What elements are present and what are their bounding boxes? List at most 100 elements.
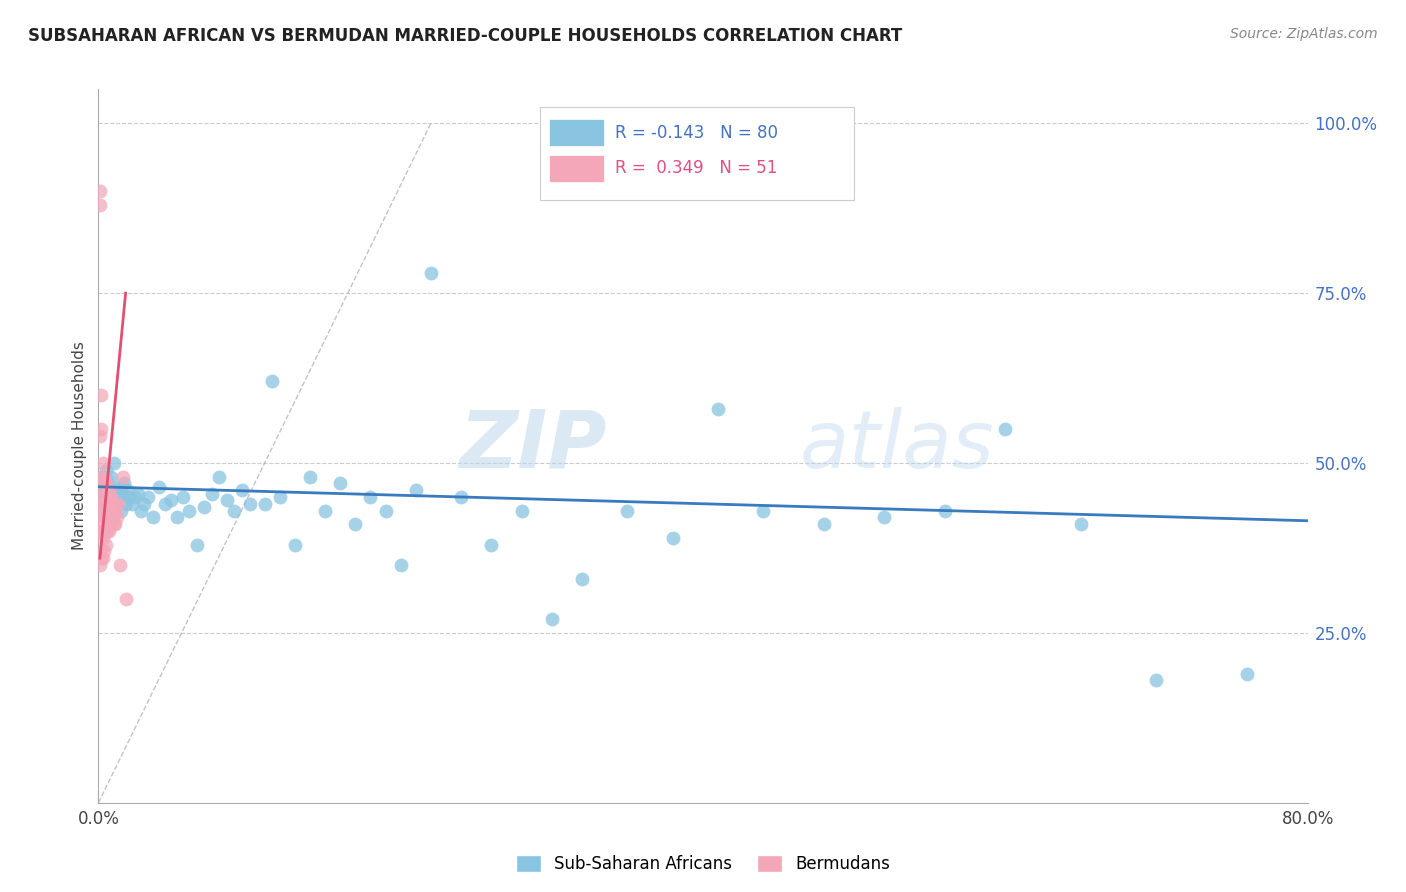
Point xyxy=(105,510,128,524)
FancyBboxPatch shape xyxy=(550,120,603,146)
Point xyxy=(98,483,121,498)
Point xyxy=(100,503,122,517)
Point xyxy=(91,517,114,532)
Point xyxy=(284,537,307,551)
Point xyxy=(96,490,118,504)
Point xyxy=(101,490,124,504)
Point xyxy=(104,483,127,498)
Point xyxy=(91,490,114,504)
Point xyxy=(166,510,188,524)
Point xyxy=(153,497,176,511)
Point xyxy=(90,551,112,566)
Point xyxy=(873,510,896,524)
Point xyxy=(98,493,121,508)
Point xyxy=(114,591,136,606)
Point xyxy=(344,517,367,532)
FancyBboxPatch shape xyxy=(550,155,603,182)
Point xyxy=(107,480,129,494)
Point xyxy=(94,476,117,491)
Point xyxy=(93,524,115,538)
Point xyxy=(662,531,685,545)
Point xyxy=(90,497,112,511)
Point xyxy=(132,497,155,511)
Point xyxy=(98,497,121,511)
Point xyxy=(90,524,112,538)
Point xyxy=(91,551,114,566)
Point xyxy=(179,503,201,517)
Text: R =  0.349   N = 51: R = 0.349 N = 51 xyxy=(614,160,778,178)
Text: ZIP: ZIP xyxy=(458,407,606,485)
Point xyxy=(405,483,427,498)
Point xyxy=(96,490,118,504)
Point xyxy=(160,493,183,508)
Point xyxy=(1144,673,1167,688)
Point xyxy=(98,510,121,524)
Point xyxy=(616,503,638,517)
Point xyxy=(127,486,149,500)
Point xyxy=(239,497,262,511)
Point xyxy=(94,524,117,538)
Point xyxy=(389,558,412,572)
Point xyxy=(108,558,131,572)
Point xyxy=(571,572,593,586)
Point xyxy=(103,517,125,532)
Point xyxy=(94,510,117,524)
Point xyxy=(481,537,503,551)
Point xyxy=(101,510,124,524)
Point xyxy=(96,483,118,498)
Point xyxy=(450,490,472,504)
Point xyxy=(103,497,125,511)
Point xyxy=(262,375,284,389)
Point xyxy=(193,500,215,515)
Point xyxy=(91,476,114,491)
Point xyxy=(89,558,111,572)
Point xyxy=(136,490,159,504)
Legend: Sub-Saharan Africans, Bermudans: Sub-Saharan Africans, Bermudans xyxy=(509,848,897,880)
Point xyxy=(129,503,152,517)
Text: R = -0.143   N = 80: R = -0.143 N = 80 xyxy=(614,124,778,142)
Point xyxy=(91,480,114,494)
Point xyxy=(121,497,143,511)
Point xyxy=(104,517,127,532)
Point xyxy=(224,503,246,517)
Point xyxy=(103,493,125,508)
Point xyxy=(107,497,129,511)
Point xyxy=(994,422,1017,436)
Point xyxy=(201,486,224,500)
Point xyxy=(124,490,146,504)
Point xyxy=(90,422,112,436)
Point xyxy=(100,490,122,504)
Point xyxy=(510,503,533,517)
Point xyxy=(186,537,208,551)
Point xyxy=(91,531,114,545)
Point xyxy=(91,456,114,470)
Point xyxy=(94,537,117,551)
Point xyxy=(93,483,115,498)
Point xyxy=(269,490,291,504)
Point xyxy=(94,463,117,477)
Point xyxy=(96,483,118,498)
Point xyxy=(90,469,112,483)
Point xyxy=(98,524,121,538)
Point xyxy=(172,490,194,504)
Point xyxy=(540,612,562,626)
FancyBboxPatch shape xyxy=(540,107,855,200)
Point xyxy=(1236,666,1258,681)
Point xyxy=(94,497,117,511)
Point xyxy=(89,184,111,198)
Point xyxy=(112,476,135,491)
Point xyxy=(93,469,115,483)
Point xyxy=(1070,517,1092,532)
Point xyxy=(98,483,121,498)
Point xyxy=(93,483,115,498)
Point xyxy=(100,517,122,532)
Point xyxy=(299,469,322,483)
Point xyxy=(208,469,231,483)
Point xyxy=(94,476,117,491)
Point xyxy=(110,503,132,517)
Point xyxy=(934,503,956,517)
Point xyxy=(89,429,111,443)
Point xyxy=(314,503,336,517)
Text: Source: ZipAtlas.com: Source: ZipAtlas.com xyxy=(1230,27,1378,41)
Text: SUBSAHARAN AFRICAN VS BERMUDAN MARRIED-COUPLE HOUSEHOLDS CORRELATION CHART: SUBSAHARAN AFRICAN VS BERMUDAN MARRIED-C… xyxy=(28,27,903,45)
